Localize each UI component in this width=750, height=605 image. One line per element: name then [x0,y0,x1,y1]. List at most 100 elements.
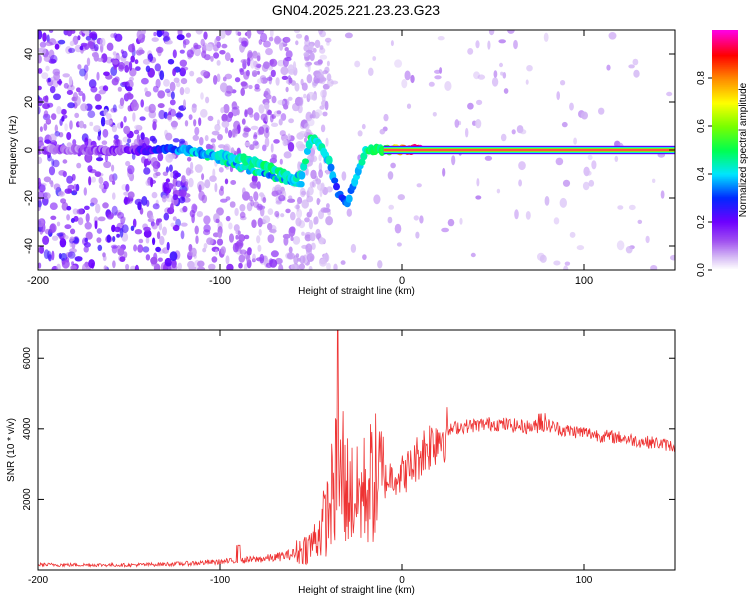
noise-cell [444,81,452,91]
noise-cell [357,130,363,137]
noise-cell [307,154,315,163]
noise-cell [163,212,170,221]
noise-cell [198,190,205,201]
colorbar-cell [712,48,738,51]
noise-cell [252,180,259,186]
noise-cell [333,263,338,270]
noise-cell [141,196,148,206]
noise-cell [47,102,54,108]
noise-cell [569,102,574,111]
noise-cell [170,222,175,228]
noise-cell [301,82,308,91]
noise-cell [83,242,91,248]
noise-cell [475,40,480,49]
colorbar-cell [712,84,738,87]
noise-cell [239,204,246,212]
noise-cell [104,119,113,126]
noise-cell [201,173,205,181]
colorbar-tick-label: 0.8 [696,71,707,85]
noise-cell [137,244,144,253]
noise-cell [74,256,83,262]
noise-cell [267,222,273,231]
noise-cell [154,63,161,72]
noise-cell [277,99,286,106]
noise-cell [406,103,412,109]
colorbar-tick-label: 0.6 [696,119,707,133]
noise-cell [246,107,254,115]
carrier-band [383,149,675,151]
noise-cell [94,220,98,230]
colorbar-cell [712,200,738,203]
noise-cell [221,113,228,122]
noise-cell [61,108,67,115]
noise-cell [212,168,216,179]
colorbar-cell [712,36,738,39]
noise-cell [213,44,219,52]
colorbar-cell [712,164,738,167]
noise-cell [97,244,103,251]
noise-cell [165,132,173,141]
colorbar-cell [712,252,738,255]
noise-cell [95,203,101,214]
noise-cell [271,95,277,104]
noise-cell [66,90,73,95]
noise-cell [179,87,185,96]
noise-cell [284,47,289,52]
noise-cell [138,138,144,146]
noise-cell [164,257,172,267]
noise-cell [326,60,330,67]
ridge-cell [331,177,339,184]
figure-title: GN04.2025.221.23.23.G23 [272,2,440,18]
noise-cell [251,219,257,228]
noise-cell [341,171,347,181]
noise-cell [87,165,93,173]
noise-cell [193,47,201,57]
noise-cell [432,112,437,117]
noise-cell [586,170,592,176]
noise-cell [193,44,202,49]
noise-cell [214,248,219,256]
noise-cell [38,106,41,115]
noise-cell [144,91,152,97]
noise-cell [519,129,527,135]
colorbar-cell [712,128,738,131]
noise-cell [66,205,72,211]
noise-cell [319,105,325,110]
noise-cell [617,205,624,210]
noise-cell [606,64,611,71]
colorbar-cell [712,192,738,195]
noise-cell [162,226,167,236]
noise-cell [296,208,303,219]
noise-cell [260,32,268,43]
noise-cell [298,220,306,229]
noise-cell [155,78,161,89]
noise-cell [132,218,137,228]
noise-cell [118,61,125,70]
noise-cell [290,236,294,241]
noise-cell [475,195,482,200]
noise-cell [61,259,70,269]
noise-cell [500,71,504,76]
colorbar-cell [712,62,738,65]
noise-cell [447,218,455,227]
noise-cell [670,254,675,261]
noise-cell [249,144,255,151]
noise-cell [278,263,284,270]
noise-cell [170,91,175,100]
noise-cell [88,259,95,269]
y-tick-label: 20 [23,96,35,108]
noise-cell [79,45,84,51]
noise-cell [230,57,234,63]
noise-cell [217,231,222,238]
noise-cell [202,247,207,253]
noise-cell [213,52,220,59]
noise-cell [275,200,282,205]
noise-cell [159,235,165,246]
colorbar-cell [712,150,738,153]
noise-cell [258,104,265,114]
noise-cell [165,194,174,203]
noise-cell [155,246,162,252]
noise-cell [238,262,243,269]
noise-cell [43,249,50,260]
noise-cell [67,184,75,190]
